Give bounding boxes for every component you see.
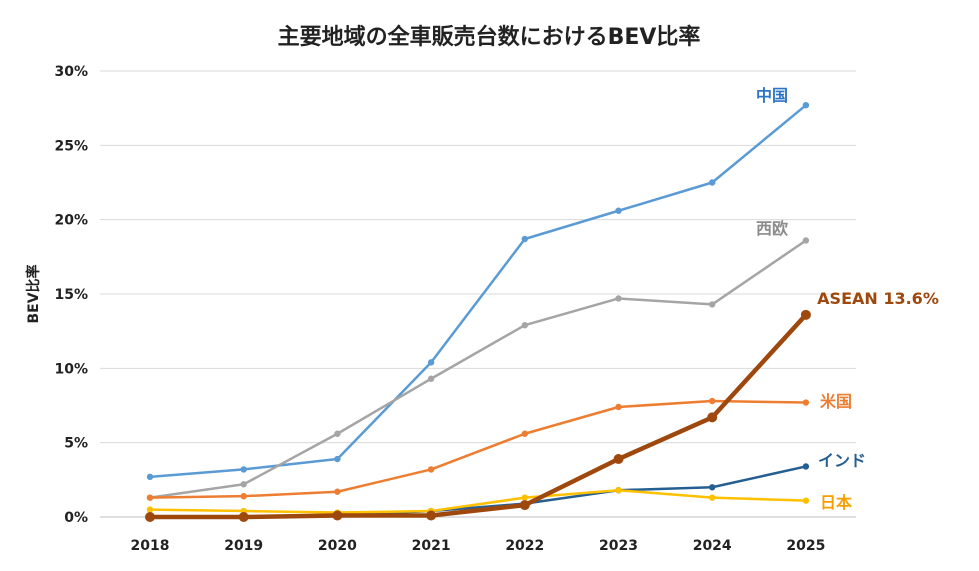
- data-point-米国: [427, 466, 435, 473]
- series-label-中国: 中国: [756, 86, 788, 105]
- data-point-米国: [709, 397, 716, 405]
- x-tick-label: 2018: [131, 538, 170, 554]
- data-point-中国: [146, 473, 154, 481]
- data-point-日本: [709, 494, 716, 501]
- series-label-日本: 日本: [820, 493, 852, 512]
- data-point-ASEAN: [332, 510, 343, 521]
- data-point-中国: [709, 179, 716, 186]
- data-point-中国: [802, 101, 810, 109]
- data-point-中国: [427, 359, 435, 366]
- data-point-米国: [334, 488, 341, 495]
- data-point-西欧: [709, 301, 716, 308]
- data-point-西欧: [615, 295, 622, 302]
- data-point-ASEAN: [426, 510, 437, 521]
- series-line-西欧: [149, 239, 807, 499]
- data-point-インド: [802, 463, 810, 470]
- x-tick-label: 2021: [412, 538, 451, 554]
- data-point-中国: [240, 466, 247, 473]
- data-point-西欧: [334, 430, 341, 437]
- data-point-中国: [521, 235, 528, 243]
- y-tick-label: 30%: [54, 64, 88, 80]
- x-tick-label: 2019: [224, 538, 263, 554]
- y-tick-label: 25%: [54, 138, 88, 154]
- series-label-米国: 米国: [820, 392, 852, 411]
- series-label-西欧: 西欧: [756, 219, 788, 238]
- data-point-米国: [240, 492, 247, 500]
- data-point-中国: [334, 455, 341, 463]
- series-label-インド: インド: [818, 451, 866, 470]
- data-point-日本: [615, 487, 622, 494]
- y-tick-label: 10%: [54, 361, 88, 377]
- data-point-ASEAN: [707, 412, 718, 423]
- data-point-インド: [709, 484, 716, 491]
- series-label-ASEAN: ASEAN 13.6%: [817, 289, 939, 308]
- chart-title: 主要地域の全車販売台数におけるBEV比率: [278, 24, 701, 50]
- y-tick-label: 15%: [54, 287, 88, 303]
- data-point-米国: [802, 399, 810, 406]
- y-tick-label: 5%: [64, 436, 88, 452]
- data-point-日本: [146, 506, 154, 513]
- x-tick-label: 2024: [693, 538, 732, 554]
- x-tick-label: 2020: [318, 538, 357, 554]
- data-point-米国: [521, 430, 528, 437]
- x-tick-label: 2023: [599, 538, 638, 554]
- data-point-米国: [615, 403, 622, 411]
- data-point-日本: [802, 497, 810, 504]
- x-tick-label: 2022: [505, 538, 544, 554]
- data-point-ASEAN: [145, 512, 155, 522]
- y-tick-label: 20%: [54, 213, 88, 229]
- series-line-日本: [149, 488, 806, 514]
- data-point-西欧: [240, 481, 247, 488]
- data-point-ASEAN: [800, 309, 811, 320]
- data-point-米国: [146, 494, 154, 501]
- series-line-ASEAN: [150, 313, 808, 520]
- data-point-西欧: [521, 322, 528, 329]
- data-point-ASEAN: [519, 500, 530, 511]
- data-point-西欧: [427, 375, 435, 382]
- series-line-米国: [149, 399, 806, 499]
- x-tick-label: 2025: [786, 538, 825, 554]
- series-line-中国: [149, 104, 807, 479]
- data-point-日本: [521, 494, 528, 501]
- data-point-西欧: [802, 237, 810, 244]
- data-point-中国: [615, 207, 622, 214]
- data-point-ASEAN: [238, 512, 249, 522]
- data-point-ASEAN: [613, 454, 624, 465]
- y-axis-label: BEV比率: [25, 264, 42, 323]
- y-tick-label: 0%: [64, 510, 88, 526]
